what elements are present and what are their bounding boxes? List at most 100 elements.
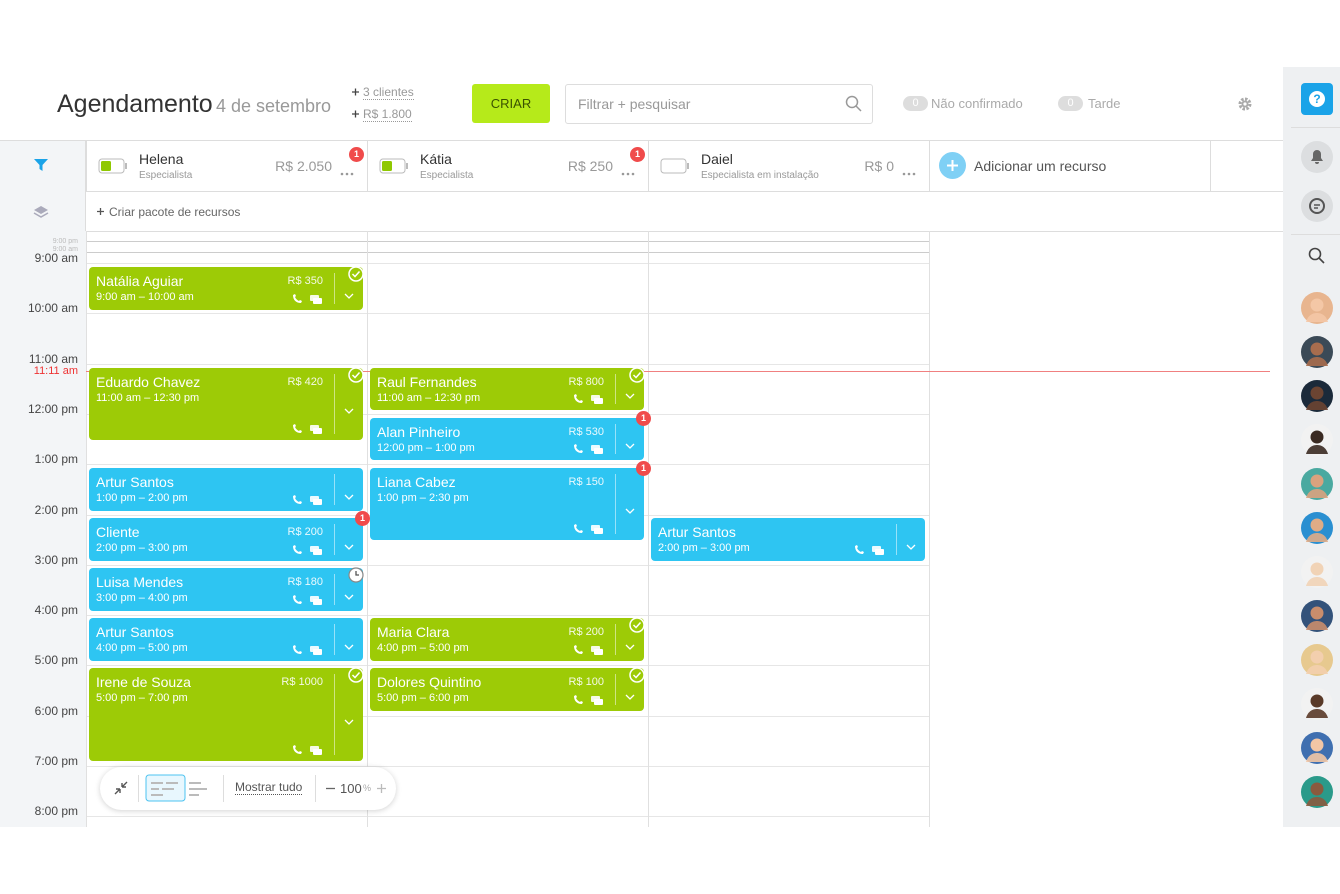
appointment[interactable]: Natália Aguiar 9:00 am – 10:00 am R$ 350 bbox=[89, 266, 364, 310]
contact-icons[interactable] bbox=[291, 543, 323, 555]
appointment[interactable]: Artur Santos 2:00 pm – 3:00 pm bbox=[651, 518, 925, 561]
expand-icon-svg bbox=[344, 594, 354, 600]
expand-icon[interactable] bbox=[344, 637, 354, 650]
appointment[interactable]: Maria Clara 4:00 pm – 5:00 pm R$ 200 bbox=[370, 617, 645, 661]
contact-icons-svg bbox=[574, 645, 603, 655]
messages-button[interactable] bbox=[1301, 190, 1333, 222]
time-label: 4:00 pm bbox=[34, 603, 78, 618]
confirmed-icon bbox=[348, 266, 364, 282]
avatar[interactable] bbox=[1300, 291, 1334, 325]
expand-icon[interactable] bbox=[344, 487, 354, 500]
avatar[interactable] bbox=[1300, 775, 1334, 809]
appointment[interactable]: Raul Fernandes 11:00 am – 12:30 pm R$ 800 bbox=[370, 367, 645, 410]
view-icon[interactable] bbox=[145, 774, 213, 802]
hour-line bbox=[86, 313, 929, 315]
contact-icons[interactable] bbox=[572, 392, 604, 404]
resource-cell bbox=[86, 141, 367, 191]
appointment[interactable]: Alan Pinheiro 12:00 pm – 1:00 pm R$ 530 1 bbox=[370, 411, 651, 460]
appointment[interactable]: Dolores Quintino 5:00 pm – 6:00 pm R$ 100 bbox=[370, 667, 645, 711]
contact-icons[interactable] bbox=[291, 493, 323, 505]
notifications-button[interactable] bbox=[1301, 141, 1333, 173]
avatar[interactable] bbox=[1300, 599, 1334, 633]
client-name: Maria Clara bbox=[377, 624, 450, 640]
search-box[interactable] bbox=[565, 84, 873, 124]
contact-icons[interactable] bbox=[853, 543, 885, 555]
expand-icon[interactable] bbox=[625, 687, 635, 700]
appointment[interactable]: Artur Santos 1:00 pm – 2:00 pm bbox=[89, 468, 363, 511]
expand-icon[interactable] bbox=[344, 286, 354, 299]
zoom-in[interactable] bbox=[376, 783, 387, 794]
expand-icon[interactable] bbox=[344, 712, 354, 725]
appointment-time: 3:00 pm – 4:00 pm bbox=[96, 592, 188, 604]
expand-icon[interactable] bbox=[625, 501, 635, 514]
total-link[interactable]: R$ 1.800 bbox=[363, 107, 412, 122]
create-button[interactable]: CRIAR bbox=[472, 84, 550, 123]
expand-icon[interactable] bbox=[344, 537, 354, 550]
contact-icons[interactable] bbox=[291, 422, 323, 434]
avatar[interactable] bbox=[1300, 423, 1334, 457]
contact-icons[interactable] bbox=[572, 442, 604, 454]
contact-icons[interactable] bbox=[291, 593, 323, 605]
contact-icons-svg bbox=[293, 745, 322, 755]
expand-icon[interactable] bbox=[906, 537, 916, 550]
zoom-value: 100 bbox=[340, 781, 362, 796]
search-icon[interactable] bbox=[845, 95, 863, 113]
add-resource[interactable]: Adicionar um recurso bbox=[974, 158, 1107, 174]
appointment[interactable]: Artur Santos 4:00 pm – 5:00 pm bbox=[89, 618, 363, 661]
status-toggle-svg bbox=[660, 158, 689, 174]
avatar[interactable] bbox=[1300, 467, 1334, 501]
avatar[interactable] bbox=[1300, 511, 1334, 545]
expand-icon[interactable] bbox=[625, 436, 635, 449]
unconfirmed-filter[interactable]: Não confirmado bbox=[931, 96, 1023, 111]
status-toggle[interactable] bbox=[379, 158, 409, 174]
more-icon[interactable] bbox=[621, 163, 635, 176]
settings-icon[interactable] bbox=[1236, 95, 1254, 113]
avatar[interactable] bbox=[1300, 335, 1334, 369]
avatar[interactable] bbox=[1300, 687, 1334, 721]
create-package[interactable]: Criar pacote de recursos bbox=[109, 205, 241, 219]
appointment[interactable]: Eduardo Chavez 11:00 am – 12:30 pm R$ 420 bbox=[89, 367, 364, 440]
appointment-time: 1:00 pm – 2:00 pm bbox=[96, 492, 188, 504]
avatar[interactable] bbox=[1300, 555, 1334, 589]
status-toggle[interactable] bbox=[660, 158, 690, 174]
clients-link[interactable]: 3 clientes bbox=[363, 85, 414, 100]
sidebar: ? bbox=[1283, 67, 1340, 827]
expand-icon[interactable] bbox=[625, 637, 635, 650]
expand-icon[interactable] bbox=[344, 587, 354, 600]
late-count: 0 bbox=[1058, 96, 1083, 111]
layers-icon[interactable] bbox=[33, 204, 49, 220]
late-filter[interactable]: Tarde bbox=[1088, 96, 1121, 111]
more-icon-svg bbox=[621, 172, 635, 176]
zoom-toolbar: Mostrar tudo 100 % bbox=[100, 767, 396, 810]
expand-icon[interactable] bbox=[344, 401, 354, 414]
avatar[interactable] bbox=[1300, 643, 1334, 677]
filter-icon[interactable] bbox=[33, 157, 49, 173]
time-label: 10:00 am bbox=[27, 301, 78, 316]
client-name: Eduardo Chavez bbox=[96, 374, 201, 390]
contact-icons[interactable] bbox=[291, 743, 323, 755]
add-resource-icon[interactable] bbox=[939, 152, 966, 179]
hour-line bbox=[86, 715, 929, 717]
expand-icon[interactable] bbox=[625, 386, 635, 399]
appointment[interactable]: Irene de Souza 5:00 pm – 7:00 pm R$ 1000 bbox=[89, 667, 364, 761]
avatar-svg bbox=[1301, 336, 1333, 368]
zoom-out[interactable] bbox=[325, 783, 336, 794]
time-label: 2:00 pm bbox=[34, 502, 78, 517]
appointment[interactable]: Cliente 2:00 pm – 3:00 pm R$ 200 1 bbox=[89, 511, 370, 561]
contact-icons[interactable] bbox=[572, 693, 604, 705]
collapse-icon[interactable] bbox=[113, 780, 129, 796]
avatar[interactable] bbox=[1300, 379, 1334, 413]
contact-icons[interactable] bbox=[572, 522, 604, 534]
status-toggle[interactable] bbox=[98, 158, 128, 174]
appointment[interactable]: Liana Cabez 1:00 pm – 2:30 pm R$ 150 1 bbox=[370, 461, 651, 540]
more-icon[interactable] bbox=[340, 163, 354, 176]
contact-icons[interactable] bbox=[291, 292, 323, 304]
show-all[interactable]: Mostrar tudo bbox=[235, 780, 303, 795]
resource-role: Especialista bbox=[420, 170, 474, 181]
contact-icons[interactable] bbox=[291, 643, 323, 655]
avatar[interactable] bbox=[1300, 731, 1334, 765]
sidebar-search[interactable] bbox=[1308, 247, 1326, 265]
contact-icons[interactable] bbox=[572, 643, 604, 655]
more-icon[interactable] bbox=[902, 163, 916, 176]
appointment[interactable]: Luisa Mendes 3:00 pm – 4:00 pm R$ 180 bbox=[89, 567, 364, 611]
